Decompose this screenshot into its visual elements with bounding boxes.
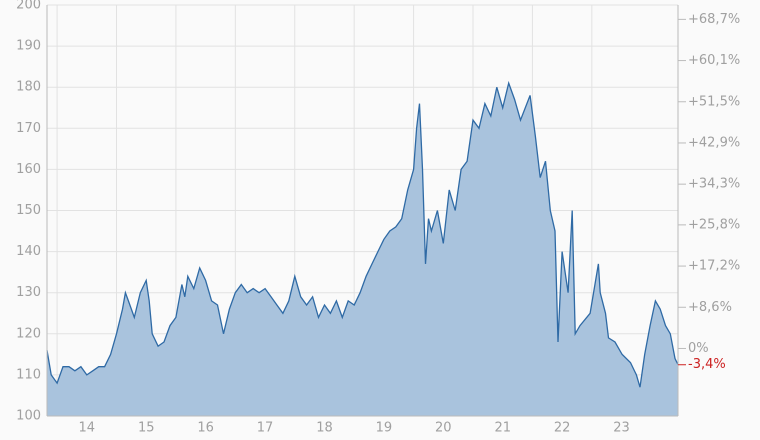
x-tick-label: 19: [376, 421, 393, 436]
y-tick-label: 110: [16, 367, 41, 382]
y-tick-label: 180: [16, 80, 41, 95]
last-change-label: -3,4%: [688, 357, 726, 372]
y-tick-label: 130: [16, 285, 41, 300]
y-tick-label: 120: [16, 326, 41, 341]
area: [47, 83, 678, 416]
x-tick-label: 18: [316, 421, 333, 436]
x-tick-label: 20: [435, 421, 452, 436]
y-tick-label: 190: [16, 39, 41, 54]
x-tick-label: 23: [613, 421, 630, 436]
y2-tick-label: +25,8%: [688, 217, 740, 232]
y-tick-label: 150: [16, 203, 41, 218]
y2-tick-label: +17,2%: [688, 259, 740, 274]
y-tick-label: 100: [16, 409, 41, 424]
x-tick-label: 15: [138, 421, 155, 436]
y2-tick-label: +68,7%: [688, 12, 740, 27]
x-tick-label: 16: [197, 421, 214, 436]
y2-tick-label: 0%: [688, 341, 709, 356]
x-tick-label: 21: [494, 421, 511, 436]
line: [46, 80, 679, 388]
y-tick-label: 200: [16, 0, 41, 13]
y-tick-label: 140: [16, 244, 41, 259]
y2-tick-label: +34,3%: [688, 177, 740, 192]
y2-tick-label: +42,9%: [688, 135, 740, 150]
x-tick-label: 17: [257, 421, 274, 436]
x-tick-label: 14: [79, 421, 96, 436]
x-tick-label: 22: [554, 421, 571, 436]
y2-tick-label: +8,6%: [688, 300, 732, 315]
y-tick-label: 170: [16, 121, 41, 136]
y2-tick-label: +60,1%: [688, 53, 740, 68]
y2-tick-label: +51,5%: [688, 94, 740, 109]
y-tick-label: 160: [16, 162, 41, 177]
